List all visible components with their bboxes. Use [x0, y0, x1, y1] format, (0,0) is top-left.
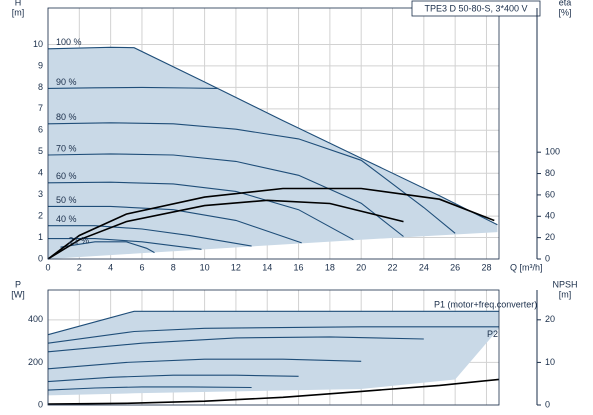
curve [47, 374, 299, 383]
y-tick-label: 2 [38, 210, 43, 220]
curve [60, 241, 155, 254]
x-tick-label: 10 [200, 262, 210, 272]
y2-tick-label: 0 [545, 253, 550, 263]
y-tick-label: 200 [28, 357, 43, 367]
x-tick-label: 4 [108, 262, 113, 272]
curve-label: P2 [487, 329, 498, 339]
y2-tick-label: 10 [545, 357, 555, 367]
curve [47, 187, 495, 260]
y-axis-unit: [m] [12, 7, 25, 17]
y-tick-label: 7 [38, 103, 43, 113]
x-tick-label: 2 [77, 262, 82, 272]
curve-label: 90 % [56, 77, 77, 87]
x-tick-label: 22 [388, 262, 398, 272]
curve [47, 326, 499, 344]
x-tick-label: 26 [450, 262, 460, 272]
y2-axis-unit: [%] [558, 7, 571, 17]
curve [47, 199, 404, 260]
y2-axis-label: eta [559, 0, 572, 7]
curve [47, 86, 218, 89]
y2-tick-label: 20 [545, 232, 555, 242]
curve-label: 70 % [56, 143, 77, 153]
curve [48, 238, 202, 250]
curve [47, 310, 499, 336]
x-tick-label: 0 [45, 262, 50, 272]
y-axis-unit: [W] [11, 289, 25, 299]
y-tick-label: 4 [38, 168, 43, 178]
curve-label: 40 % [56, 214, 77, 224]
curve [47, 122, 456, 234]
curve-label: 80 % [56, 112, 77, 122]
y2-tick-label: 0 [545, 399, 550, 409]
curve [47, 336, 424, 353]
y-tick-label: 10 [33, 39, 43, 49]
x-tick-label: 6 [139, 262, 144, 272]
y-tick-label: 6 [38, 125, 43, 135]
curve-label: P1 (motor+freq.converter) [434, 300, 537, 310]
curve-label: 60 % [56, 171, 77, 181]
y-axis-label: H [15, 0, 22, 7]
curve [48, 225, 252, 247]
y-tick-label: 5 [38, 146, 43, 156]
curve [47, 181, 354, 241]
y2-tick-label: 60 [545, 189, 555, 199]
x-tick-label: 8 [171, 262, 176, 272]
plot-frame [47, 7, 500, 260]
y2-tick-label: 20 [545, 314, 555, 324]
y2-tick-label: 80 [545, 168, 555, 178]
y-tick-label: 400 [28, 314, 43, 324]
y2-tick-label: 100 [545, 147, 560, 157]
x-tick-label: 12 [231, 262, 241, 272]
y-tick-label: 0 [38, 253, 43, 263]
y-tick-label: 3 [38, 189, 43, 199]
curve-label: 50 % [56, 195, 77, 205]
curve [47, 386, 252, 391]
x-tick-label: 16 [294, 262, 304, 272]
chart-title: TPE3 D 50-80-S, 3*400 V [424, 3, 527, 13]
operating-area [48, 311, 499, 396]
x-tick-label: 18 [325, 262, 335, 272]
y-tick-label: 0 [38, 399, 43, 409]
curve [47, 358, 362, 370]
plot-frame [47, 289, 500, 406]
curve [48, 205, 302, 244]
x-tick-label: 28 [481, 262, 491, 272]
y-tick-label: 9 [38, 60, 43, 70]
x-axis-label: Q [m³/h] [510, 262, 543, 272]
curve-label: 100 % [56, 37, 82, 47]
x-tick-label: 20 [356, 262, 366, 272]
x-tick-label: 24 [419, 262, 429, 272]
x-tick-label: 14 [262, 262, 272, 272]
curve [47, 378, 500, 405]
y-tick-label: 8 [38, 82, 43, 92]
y-axis-label: P [15, 279, 21, 289]
title-box [411, 0, 541, 17]
y2-axis-label: NPSH [552, 279, 577, 289]
y-tick-label: 1 [38, 232, 43, 242]
curve [47, 46, 498, 226]
y2-axis-unit: [m] [559, 289, 572, 299]
curve [47, 153, 404, 237]
curve-label: 21 % [69, 236, 90, 246]
y2-tick-label: 40 [545, 211, 555, 221]
